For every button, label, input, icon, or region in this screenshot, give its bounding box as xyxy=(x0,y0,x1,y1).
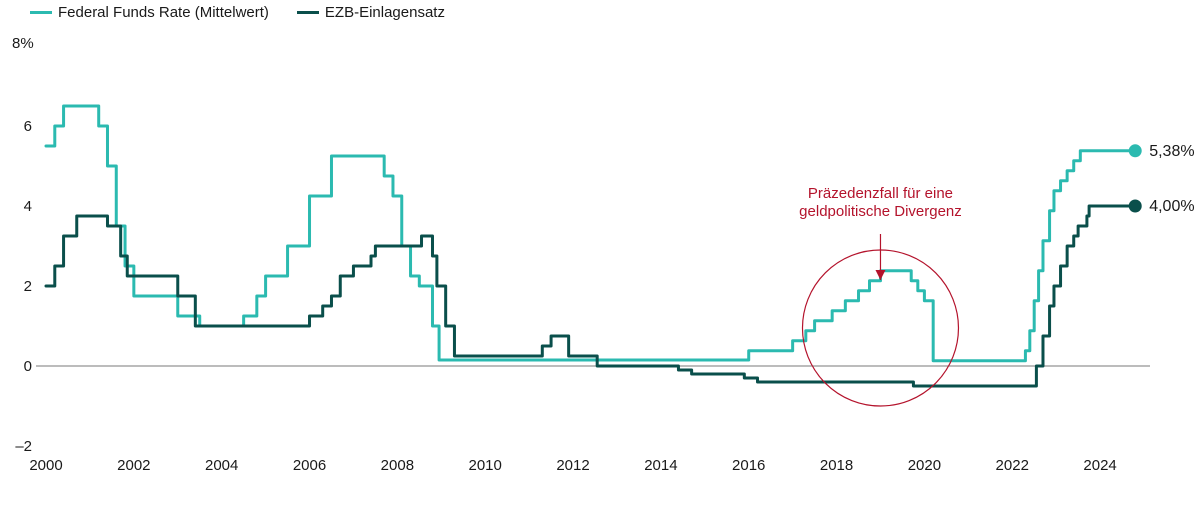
legend-swatch-fed xyxy=(30,11,52,14)
svg-text:2014: 2014 xyxy=(644,457,677,474)
svg-text:5,38%: 5,38% xyxy=(1149,143,1194,160)
svg-text:–2: –2 xyxy=(15,438,32,455)
legend-swatch-ezb xyxy=(297,11,319,14)
legend-label-fed: Federal Funds Rate (Mittelwert) xyxy=(58,4,269,21)
legend-label-ezb: EZB-Einlagensatz xyxy=(325,4,445,21)
legend-item-ezb: EZB-Einlagensatz xyxy=(297,4,445,21)
rate-chart: Federal Funds Rate (Mittelwert) EZB-Einl… xyxy=(0,0,1200,509)
legend: Federal Funds Rate (Mittelwert) EZB-Einl… xyxy=(30,4,445,21)
svg-text:2024: 2024 xyxy=(1083,457,1116,474)
svg-text:2: 2 xyxy=(24,278,32,295)
svg-text:2006: 2006 xyxy=(293,457,326,474)
svg-text:6: 6 xyxy=(24,118,32,135)
svg-text:2000: 2000 xyxy=(29,457,62,474)
svg-text:2008: 2008 xyxy=(381,457,414,474)
svg-text:Präzedenzfall für eine: Präzedenzfall für eine xyxy=(808,185,953,202)
svg-text:2022: 2022 xyxy=(996,457,1029,474)
svg-text:2012: 2012 xyxy=(556,457,589,474)
svg-text:2016: 2016 xyxy=(732,457,765,474)
chart-svg: –2 0 2 4 6 8% 2000 2002 2004 2006 2008 2010 2012 2014… xyxy=(0,0,1200,509)
svg-text:2018: 2018 xyxy=(820,457,853,474)
svg-text:8%: 8% xyxy=(12,35,34,52)
svg-text:geldpolitische Divergenz: geldpolitische Divergenz xyxy=(799,203,962,220)
svg-text:2010: 2010 xyxy=(469,457,502,474)
legend-item-fed: Federal Funds Rate (Mittelwert) xyxy=(30,4,269,21)
svg-text:2002: 2002 xyxy=(117,457,150,474)
svg-text:4: 4 xyxy=(24,198,32,215)
svg-text:2004: 2004 xyxy=(205,457,238,474)
svg-text:4,00%: 4,00% xyxy=(1149,198,1194,215)
svg-text:2020: 2020 xyxy=(908,457,941,474)
svg-text:0: 0 xyxy=(24,358,32,375)
